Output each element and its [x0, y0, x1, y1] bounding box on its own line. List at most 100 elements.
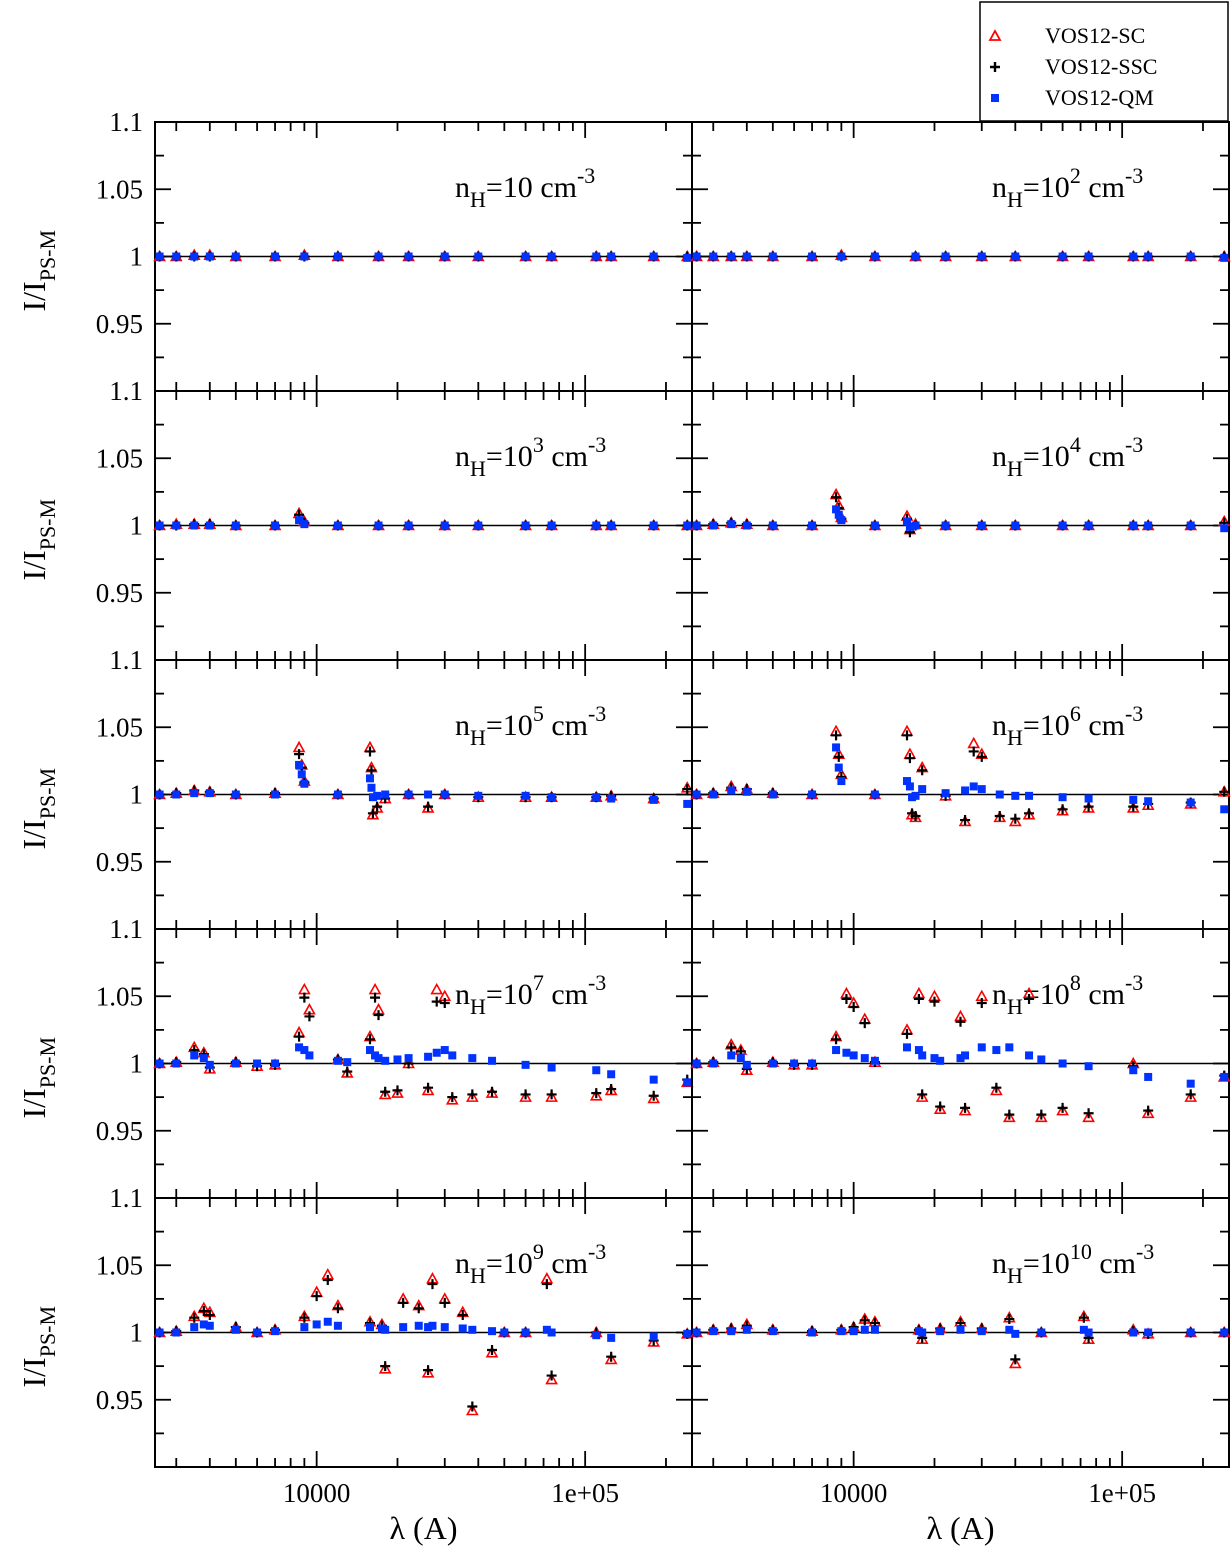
data-point-ssc	[423, 1082, 434, 1093]
data-point-qm	[742, 787, 751, 796]
data-point-qm	[404, 790, 413, 799]
y-tick-label: 1.05	[96, 443, 143, 473]
data-point-qm	[440, 1323, 449, 1332]
data-point-qm	[190, 521, 199, 530]
data-point-qm	[914, 1046, 923, 1055]
data-point-qm	[474, 252, 483, 261]
data-point-qm	[727, 520, 736, 529]
data-point-sc	[368, 982, 382, 995]
data-point-sc	[1034, 1110, 1048, 1123]
data-point-qm	[1220, 805, 1229, 814]
data-point-ssc	[606, 1351, 617, 1362]
panel-density-label: nH=107 cm-3	[455, 970, 606, 1019]
data-point-qm	[592, 793, 601, 802]
y-tick-label: 0.95	[96, 1116, 143, 1146]
data-point-qm	[199, 1054, 208, 1063]
data-point-qm	[367, 783, 376, 792]
data-point-qm	[860, 1325, 869, 1334]
y-axis-title: I/IPS-M	[16, 230, 60, 312]
data-point-qm	[381, 1325, 390, 1334]
data-point-qm	[172, 521, 181, 530]
data-point-qm	[736, 1054, 745, 1063]
data-point-ssc	[380, 1361, 391, 1372]
data-point-qm	[231, 252, 240, 261]
data-point-ssc	[831, 730, 842, 741]
data-point-ssc	[467, 1401, 478, 1412]
x-tick-label: 10000	[820, 1478, 888, 1508]
data-point-qm	[155, 521, 164, 530]
data-point-qm	[333, 1056, 342, 1065]
data-point-qm	[343, 1058, 352, 1067]
data-point-qm	[905, 522, 914, 531]
data-point-ssc	[960, 815, 971, 826]
panel-density-label: nH=103 cm-3	[455, 432, 606, 481]
data-point-qm	[1084, 1328, 1093, 1337]
data-point-ssc	[332, 1303, 343, 1314]
data-point-qm	[305, 1051, 314, 1060]
series-vos12-ssc	[154, 992, 693, 1103]
data-point-sc	[1008, 1356, 1022, 1369]
y-tick-label: 0.95	[96, 309, 143, 339]
data-point-qm	[365, 774, 374, 783]
data-point-ssc	[413, 1303, 424, 1314]
legend-plus-marker	[990, 62, 1000, 72]
data-point-qm	[1129, 252, 1138, 261]
data-point-qm	[1084, 521, 1093, 530]
data-point-qm	[742, 1325, 751, 1334]
legend-label-qm: VOS12-QM	[1045, 85, 1154, 110]
legend: VOS12-SC VOS12-SSC VOS12-QM	[979, 1, 1229, 122]
data-point-ssc	[913, 993, 924, 1004]
data-point-ssc	[1004, 1314, 1015, 1325]
data-point-ssc	[367, 808, 378, 819]
data-point-qm	[365, 1046, 374, 1055]
data-point-sc	[378, 1362, 392, 1374]
data-point-qm	[692, 790, 701, 799]
data-point-qm	[849, 1327, 858, 1336]
x-tick-label: 10000	[283, 1478, 351, 1508]
data-point-ssc	[423, 1365, 434, 1376]
series-vos12-sc	[690, 724, 1231, 827]
data-point-qm	[155, 1328, 164, 1337]
data-point-qm	[205, 789, 214, 798]
data-point-sc	[933, 1102, 947, 1115]
data-point-qm	[905, 782, 914, 791]
data-point-qm	[860, 1054, 869, 1063]
series-vos12-ssc	[691, 492, 1230, 538]
data-point-qm	[1011, 521, 1020, 530]
data-point-sc	[647, 1091, 661, 1104]
data-point-sc	[421, 1083, 435, 1096]
data-point-qm	[333, 1321, 342, 1330]
data-point-qm	[902, 517, 911, 526]
data-point-qm	[468, 1325, 477, 1334]
data-point-qm	[205, 252, 214, 261]
data-point-qm	[1058, 793, 1067, 802]
data-point-qm	[365, 1323, 374, 1332]
data-point-sc	[391, 1086, 404, 1098]
data-point-ssc	[1057, 1102, 1068, 1113]
data-point-qm	[1058, 1059, 1067, 1068]
data-point-qm	[312, 1320, 321, 1329]
data-point-qm	[190, 252, 199, 261]
data-point-qm	[404, 1054, 413, 1063]
data-point-qm	[333, 252, 342, 261]
data-point-qm	[742, 1060, 751, 1069]
data-point-ssc	[682, 784, 693, 795]
data-point-ssc	[591, 1088, 602, 1099]
data-point-qm	[727, 252, 736, 261]
panel-4: nH=104 cm-3	[690, 390, 1231, 661]
y-tick-label: 0.95	[96, 1385, 143, 1415]
y-tick-label: 1	[130, 511, 144, 541]
data-point-qm	[649, 252, 658, 261]
data-point-qm	[768, 521, 777, 530]
data-point-ssc	[833, 751, 844, 762]
data-point-ssc	[901, 1028, 912, 1039]
data-point-ssc	[299, 1312, 310, 1323]
data-point-qm	[683, 799, 692, 808]
data-point-qm	[977, 521, 986, 530]
data-point-qm	[1011, 252, 1020, 261]
data-point-ssc	[1185, 1089, 1196, 1100]
data-point-qm	[649, 795, 658, 804]
panel-3: 0.95 1 1.05 1.1 I/IPS-M nH=103 cm-3	[16, 376, 694, 661]
data-point-sc	[589, 1089, 603, 1101]
data-point-ssc	[447, 1092, 458, 1103]
